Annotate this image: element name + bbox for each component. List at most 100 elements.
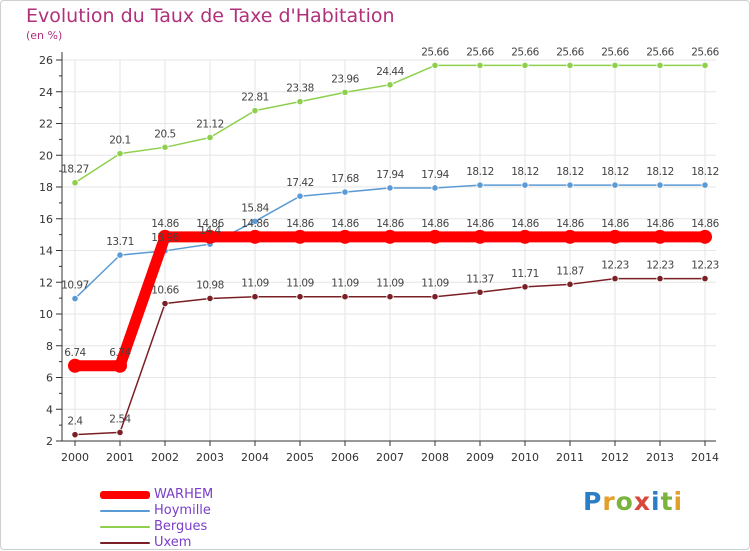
data-label: 12.23 xyxy=(646,260,674,272)
data-point xyxy=(248,229,262,244)
data-point xyxy=(431,184,439,192)
y-tick-label: 8 xyxy=(46,340,53,353)
x-tick-label: 2004 xyxy=(241,451,269,464)
data-point xyxy=(656,274,664,283)
data-point xyxy=(566,280,574,288)
legend-label: Hoymille xyxy=(154,503,211,518)
data-point xyxy=(566,61,574,69)
data-label: 14.86 xyxy=(151,218,179,230)
series-uxem xyxy=(71,274,709,439)
data-point xyxy=(563,229,577,244)
y-tick-label: 10 xyxy=(39,308,53,321)
data-point xyxy=(476,181,484,189)
data-point xyxy=(251,293,259,301)
data-point xyxy=(71,295,79,303)
legend-swatch xyxy=(100,542,150,544)
data-label: 6.74 xyxy=(64,347,86,359)
data-point xyxy=(341,88,349,96)
data-label: 14.86 xyxy=(421,218,449,230)
y-tick-label: 12 xyxy=(39,276,53,289)
data-point xyxy=(431,61,439,69)
y-tick-label: 16 xyxy=(39,213,53,226)
data-label: 25.66 xyxy=(556,46,584,58)
y-tick-label: 26 xyxy=(39,54,53,67)
data-point xyxy=(611,274,619,283)
data-point xyxy=(158,229,172,244)
data-label: 18.12 xyxy=(556,166,584,178)
data-label: 12.23 xyxy=(601,260,629,272)
y-tick-label: 4 xyxy=(46,403,53,416)
legend-item-uxem: Uxem xyxy=(100,535,300,551)
data-label: 13.71 xyxy=(106,236,134,248)
data-label: 14.86 xyxy=(466,218,494,230)
data-point xyxy=(161,299,169,308)
data-point xyxy=(203,229,217,244)
x-tick-label: 2012 xyxy=(601,451,629,464)
data-point xyxy=(701,181,709,189)
data-labels-uxem: 2.4 2.54 10.66 10.98 11.09 11.09 11.09 11.09 11.… xyxy=(67,260,719,428)
data-labels-bergues: 18.27 20.1 20.5 21.12 22.81 23.38 23.96 24.44 25… xyxy=(61,46,720,175)
data-point xyxy=(518,229,532,244)
x-tick-label: 2014 xyxy=(691,451,719,464)
data-label: 25.66 xyxy=(511,46,539,58)
data-label: 15.84 xyxy=(241,202,269,214)
data-point xyxy=(116,251,124,259)
x-tick-label: 2000 xyxy=(61,451,89,464)
data-point xyxy=(386,293,394,301)
data-point xyxy=(296,97,304,106)
x-tick-label: 2013 xyxy=(646,451,674,464)
data-label: 14.86 xyxy=(241,218,269,230)
y-tick-label: 20 xyxy=(39,149,53,162)
series-bergues xyxy=(71,61,709,187)
data-label: 20.5 xyxy=(154,128,175,140)
data-label: 14.86 xyxy=(286,218,314,230)
data-point xyxy=(521,181,529,189)
x-tick-label: 2008 xyxy=(421,451,449,464)
data-label: 23.96 xyxy=(331,73,359,85)
data-label: 14.86 xyxy=(331,218,359,230)
data-point xyxy=(116,428,124,437)
data-point xyxy=(476,288,484,296)
data-label: 20.1 xyxy=(109,135,130,147)
data-label: 6.74 xyxy=(109,347,131,359)
data-label: 17.94 xyxy=(421,169,449,181)
legend-swatch xyxy=(100,491,150,499)
data-labels-warhem: 6.74 6.74 14.86 14.86 14.86 14.86 14.86 14.86 14… xyxy=(64,218,720,359)
x-tick-label: 2011 xyxy=(556,451,584,464)
x-tick-label: 2002 xyxy=(151,451,179,464)
series-warhem xyxy=(68,229,712,373)
data-label: 25.66 xyxy=(466,46,494,58)
data-point xyxy=(71,179,79,187)
proxiti-logo: Proxiti xyxy=(583,487,684,516)
data-point xyxy=(383,229,397,244)
series-hoymille xyxy=(71,181,709,303)
data-point xyxy=(608,229,622,244)
data-label: 18.12 xyxy=(601,166,629,178)
data-point xyxy=(428,229,442,244)
data-point xyxy=(476,61,484,69)
data-point xyxy=(701,61,709,69)
data-point xyxy=(296,293,304,301)
data-point xyxy=(71,431,79,439)
data-label: 17.94 xyxy=(376,169,404,181)
data-point xyxy=(206,294,214,303)
data-label: 11.37 xyxy=(466,273,494,285)
data-label: 2.4 xyxy=(67,416,83,428)
data-point xyxy=(656,61,664,69)
data-label: 23.38 xyxy=(286,83,314,95)
data-label: 24.44 xyxy=(376,66,404,78)
data-point xyxy=(653,229,667,244)
data-point xyxy=(521,61,529,69)
data-label: 11.09 xyxy=(421,278,449,290)
data-point xyxy=(338,229,352,244)
data-point xyxy=(611,181,619,189)
data-point xyxy=(296,192,304,200)
data-label: 25.66 xyxy=(691,46,719,58)
data-label: 14.86 xyxy=(646,218,674,230)
data-label: 18.12 xyxy=(466,166,494,178)
data-label: 2.54 xyxy=(109,413,131,425)
data-label: 14.86 xyxy=(691,218,719,230)
data-label: 10.66 xyxy=(151,285,179,297)
data-point xyxy=(341,188,349,196)
data-label: 18.12 xyxy=(691,166,719,178)
